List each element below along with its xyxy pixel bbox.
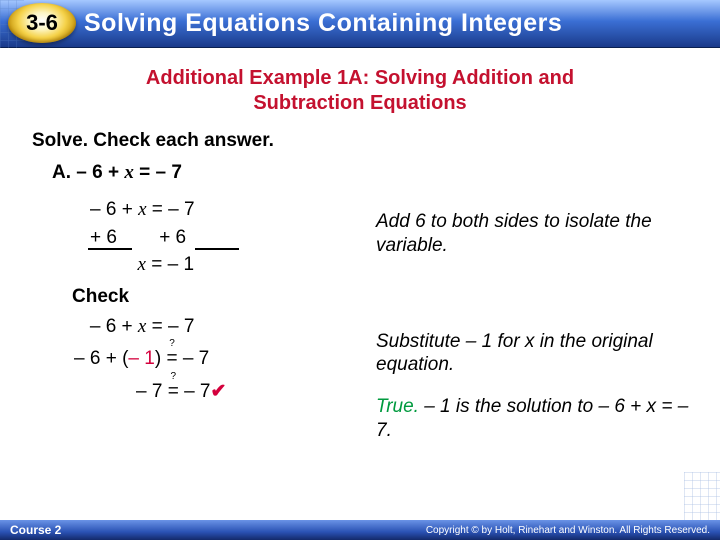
explanation-3: True. – 1 is the solution to – 6 + x = –… — [376, 395, 706, 443]
subtitle-line-1: Additional Example 1A: Solving Addition … — [146, 67, 574, 89]
underline-right — [195, 248, 239, 250]
underline-left — [88, 248, 132, 250]
step1-b: = – 7 — [147, 199, 195, 220]
step1-a: – 6 + — [90, 199, 138, 220]
grid-decoration-br — [684, 472, 720, 520]
subtitle-line-2: Subtraction Equations — [253, 92, 466, 114]
step2-left: + 6 — [90, 227, 117, 248]
check-line-1: – 6 + x = – 7 — [74, 316, 226, 338]
step1-var: x — [138, 199, 146, 220]
check-steps: – 6 + x = – 7 – 6 + (– 1) ?= – 7 – 7 ?= … — [74, 316, 226, 403]
c2-substitution: – 1 — [128, 348, 154, 369]
step3-b: = – 1 — [146, 254, 194, 275]
c3-equals-with-q: ?= — [168, 381, 179, 403]
problem-a-label: A. – 6 + x = – 7 — [52, 162, 720, 184]
footer-course: Course 2 — [10, 523, 61, 537]
c3-eq: = — [168, 381, 179, 402]
question-mark-icon: ? — [169, 338, 175, 349]
check-line-2: – 6 + (– 1) ?= – 7 — [74, 348, 226, 370]
solution-text: – 1 is the solution to – 6 + x = – 7. — [376, 396, 688, 441]
explanation-2: Substitute – 1 for x in the original equ… — [376, 330, 706, 378]
step2-spacer — [117, 227, 159, 248]
solve-steps: – 6 + x = – 7 + 6 + 6 x = – 1 — [90, 196, 195, 279]
true-text: True. — [376, 396, 419, 417]
problem-suffix: = – 7 — [134, 162, 182, 183]
step-line-1: – 6 + x = – 7 — [90, 196, 195, 224]
c2-a: – 6 + ( — [74, 348, 128, 369]
problem-variable: x — [124, 162, 134, 183]
step2-right: + 6 — [159, 227, 186, 248]
footer-bar: Course 2 Copyright © by Holt, Rinehart a… — [0, 520, 720, 540]
header-title: Solving Equations Containing Integers — [84, 9, 562, 38]
header-bar: 3-6 Solving Equations Containing Integer… — [0, 0, 720, 48]
c2-equals-with-q: ?= — [166, 348, 177, 370]
check-line-3: – 7 ?= – 7✔ — [136, 380, 226, 403]
section-number: 3-6 — [26, 10, 58, 36]
c1-b: = – 7 — [146, 316, 194, 337]
section-badge: 3-6 — [8, 3, 76, 43]
checkmark-icon: ✔ — [211, 381, 227, 402]
step3-spacer — [90, 254, 138, 275]
c2-eq: = — [166, 348, 177, 369]
footer-copyright: Copyright © by Holt, Rinehart and Winsto… — [426, 525, 710, 536]
step-line-3: x = – 1 — [90, 251, 195, 279]
c3-a: – 7 — [136, 381, 168, 402]
step-line-2: + 6 + 6 — [90, 224, 195, 252]
c1-a: – 6 + — [90, 316, 138, 337]
c2-c: – 7 — [178, 348, 210, 369]
c2-b: ) — [155, 348, 167, 369]
c1-spacer — [74, 316, 90, 337]
check-label: Check — [72, 286, 129, 308]
step3-var: x — [138, 254, 146, 275]
question-mark-icon-2: ? — [170, 371, 176, 382]
problem-prefix: A. – 6 + — [52, 162, 124, 183]
c3-b: – 7 — [179, 381, 211, 402]
explanation-1: Add 6 to both sides to isolate the varia… — [376, 210, 706, 258]
explanation-column: Add 6 to both sides to isolate the varia… — [376, 210, 706, 443]
instruction-text: Solve. Check each answer. — [32, 130, 720, 152]
example-subtitle: Additional Example 1A: Solving Addition … — [0, 66, 720, 116]
